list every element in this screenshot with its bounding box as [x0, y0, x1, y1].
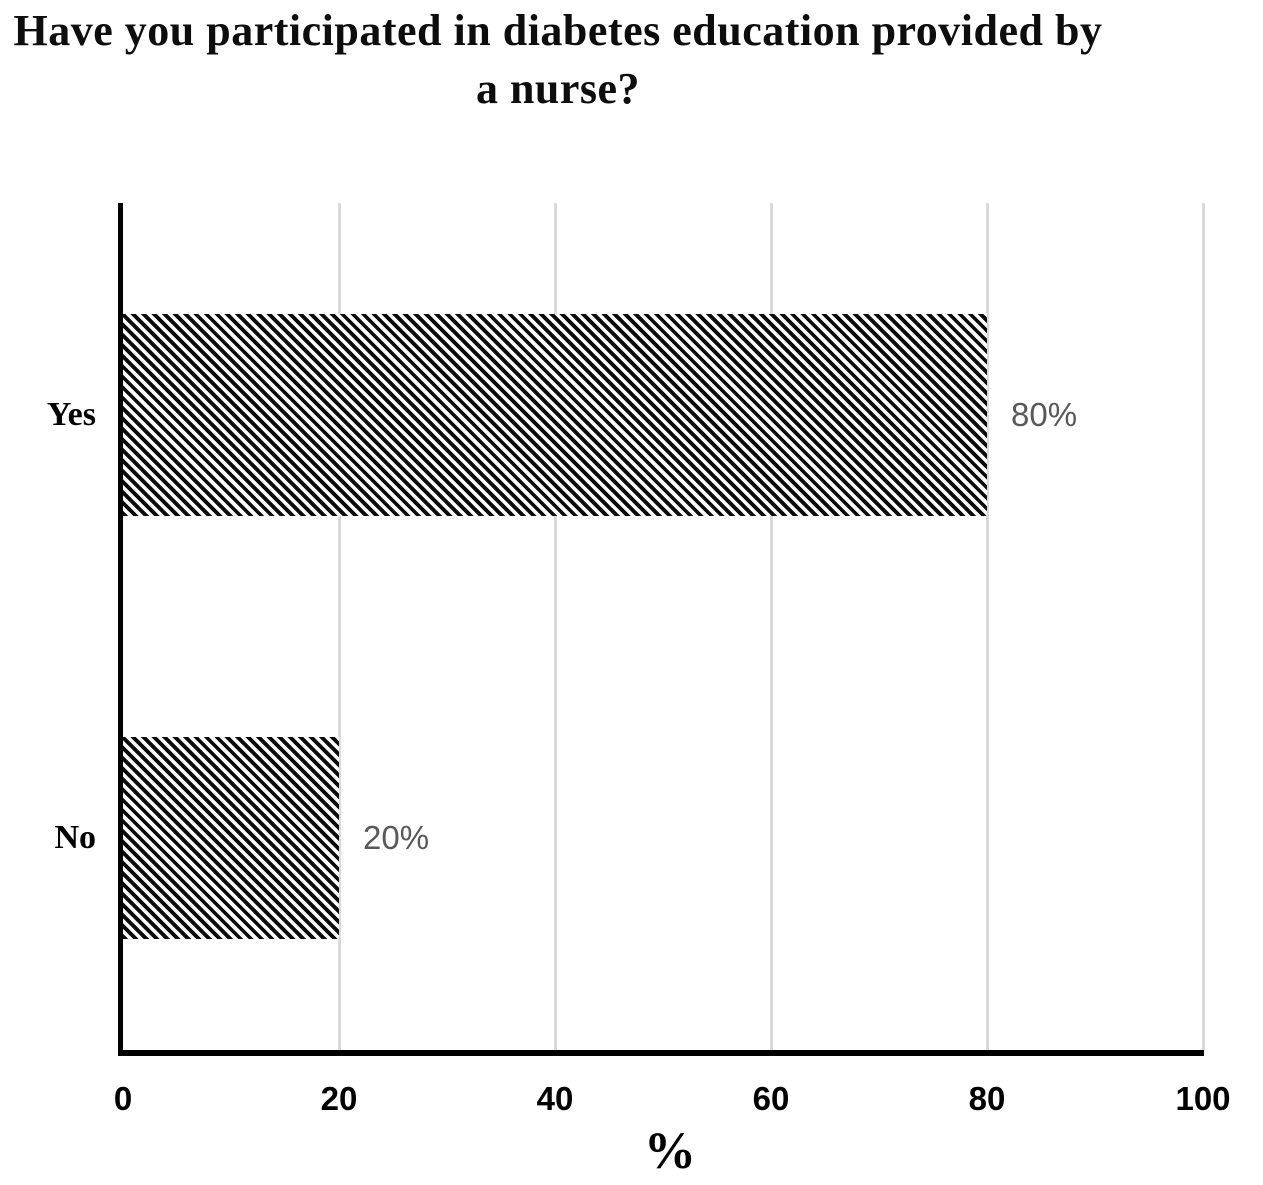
data-label-no: 20%: [363, 819, 430, 857]
gridline-80: [985, 203, 989, 1050]
x-tick-label-80: 80: [968, 1080, 1006, 1117]
category-label-yes: Yes: [46, 395, 96, 433]
x-tick-label-100: 100: [1175, 1080, 1231, 1117]
chart-title-line-1: Have you participated in diabetes educat…: [13, 6, 1103, 55]
x-tick-label-40: 40: [536, 1080, 574, 1117]
chart-title: Have you participated in diabetes educat…: [0, 2, 1116, 118]
x-tick-label-0: 0: [113, 1080, 133, 1117]
gridline-100: [1201, 203, 1205, 1050]
bar-no: [123, 737, 339, 940]
data-label-yes: 80%: [1011, 395, 1078, 433]
gridline-60: [769, 203, 773, 1050]
gridline-20: [337, 203, 341, 1050]
x-axis-title: %: [644, 1123, 696, 1180]
bar-yes: [123, 313, 987, 516]
plot-area: 80% 20%: [118, 203, 1205, 1056]
x-tick-label-60: 60: [752, 1080, 790, 1117]
chart-title-line-2: a nurse?: [475, 64, 641, 114]
category-label-no: No: [54, 819, 96, 857]
gridline-40: [553, 203, 557, 1050]
x-tick-label-20: 20: [320, 1080, 358, 1117]
